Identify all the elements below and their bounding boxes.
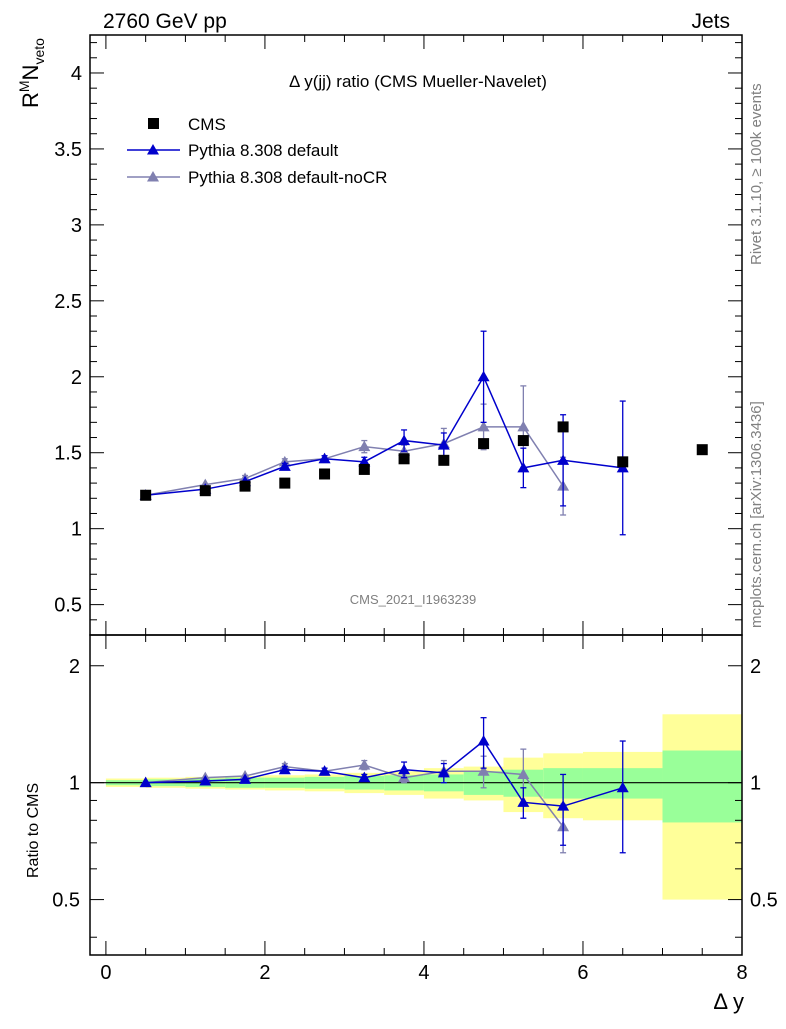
- ratio-pythia-default-point: [477, 735, 490, 746]
- pythia-nocr-point: [358, 440, 371, 452]
- ratio-pythia-default-point: [437, 766, 450, 778]
- ratio-pythia-default-point: [616, 781, 629, 793]
- ratio-pythia-default-point: [358, 771, 371, 783]
- y-axis-label-main: RMNveto: [16, 38, 47, 108]
- y-tick-label: 2: [71, 367, 82, 389]
- cms-point: [398, 453, 410, 465]
- ratio-pythia-default-point: [318, 765, 331, 776]
- y-tick-label: 0.5: [54, 595, 82, 617]
- cms-point: [517, 435, 529, 447]
- y-tick-label: 3: [71, 215, 82, 237]
- y-tick-label: 2.5: [54, 291, 82, 313]
- x-tick-label: 6: [577, 962, 588, 984]
- ratio-panel: 0 2 4 6 8 0.5 0.5 1 1 2 2: [52, 634, 778, 984]
- ratio-pythia-nocr-point: [477, 765, 490, 776]
- ratio-pythia-default-error-bar: [619, 740, 626, 854]
- y-tick-label: 1: [71, 519, 82, 541]
- y-tick-label: 1: [69, 773, 80, 795]
- y-tick-label: 0.5: [52, 890, 80, 912]
- ratio-pythia-default-line: [145, 739, 623, 807]
- cms-point: [358, 463, 370, 475]
- pythia-default-series: [139, 330, 629, 536]
- legend-pythia-nocr-marker: [147, 171, 159, 182]
- legend-pythia-nocr-label: Pythia 8.308 default-noCR: [188, 168, 387, 187]
- pythia-default-point: [358, 455, 371, 467]
- legend: CMS Pythia 8.308 default Pythia 8.308 defa…: [127, 115, 387, 187]
- y-tick-label-right: 0.5: [750, 890, 778, 912]
- x-tick-label: 2: [259, 962, 270, 984]
- ratio-pythia-default-point: [398, 763, 411, 775]
- cms-point: [557, 421, 569, 433]
- process-label: Jets: [691, 10, 730, 33]
- plot-title: Δ y(jj) ratio (CMS Mueller-Navelet): [289, 72, 547, 91]
- pythia-nocr-point: [517, 420, 530, 432]
- pythia-default-point: [398, 434, 411, 446]
- cms-point: [199, 485, 211, 497]
- ratio-pythia-nocr-point: [358, 759, 371, 770]
- y-axis-label-ratio: Ratio to CMS: [25, 783, 42, 878]
- ratio-plot-frame: [89, 634, 743, 956]
- legend-pythia-default-marker: [147, 144, 159, 155]
- cms-series: [140, 421, 708, 501]
- uncertainty-band-inner: [662, 750, 742, 823]
- x-axis-label: Δ y: [713, 989, 744, 1014]
- y-tick-label: 3.5: [54, 139, 82, 161]
- cms-point: [140, 489, 152, 501]
- y-tick-label: 2: [69, 656, 80, 678]
- legend-pythia-default-label: Pythia 8.308 default: [188, 141, 339, 160]
- cms-point: [478, 438, 490, 450]
- ratio-pythia-default-point: [278, 763, 291, 775]
- cms-point: [239, 480, 251, 492]
- cms-point: [696, 444, 708, 456]
- pythia-default-point: [437, 439, 450, 450]
- pythia-default-point: [318, 452, 331, 464]
- rivet-version-label: Rivet 3.1.10, ≥ 100k events: [748, 83, 765, 265]
- pythia-default-point: [557, 454, 570, 465]
- x-tick-label: 4: [418, 962, 429, 984]
- legend-cms-marker: [148, 118, 159, 129]
- cms-point: [617, 456, 629, 468]
- pythia-default-point: [477, 370, 490, 382]
- ratio-pythia-nocr-point: [517, 768, 530, 779]
- x-tick-label: 0: [100, 962, 111, 984]
- y-tick-label: 1.5: [54, 443, 82, 465]
- y-tick-label-right: 1: [750, 773, 761, 795]
- ratio-pythia-default-series: [139, 717, 629, 854]
- pythia-default-point: [517, 461, 530, 473]
- pythia-default-point: [278, 460, 291, 471]
- ratio-pythia-default-point: [139, 776, 152, 788]
- pythia-nocr-point: [477, 420, 490, 432]
- ratio-pythia-default-point: [199, 774, 212, 786]
- cms-point: [319, 468, 331, 480]
- x-tick-label: 8: [736, 962, 747, 984]
- mcplots-reference-label: mcplots.cern.ch [arXiv:1306.3436]: [748, 401, 765, 628]
- legend-cms-label: CMS: [188, 115, 226, 134]
- y-tick-label-right: 2: [750, 656, 761, 678]
- energy-label: 2760 GeV pp: [103, 10, 227, 33]
- ratio-pythia-default-point: [239, 773, 252, 784]
- cms-point: [279, 477, 291, 489]
- ratio-pythia-default-point: [517, 796, 530, 807]
- pythia-default-line: [145, 375, 623, 496]
- y-tick-label: 4: [71, 63, 82, 85]
- analysis-watermark: CMS_2021_I1963239: [350, 592, 477, 607]
- cms-point: [438, 454, 450, 466]
- ratio-pythia-default-point: [557, 800, 570, 811]
